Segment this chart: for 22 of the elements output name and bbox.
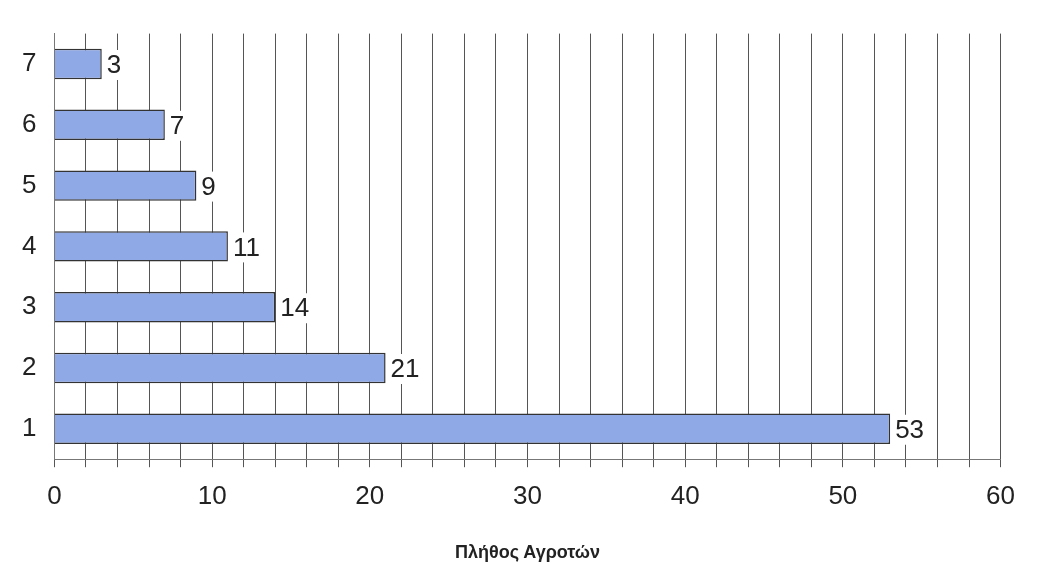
data-label: 3 xyxy=(106,49,122,80)
x-axis-title: Πλήθος Αγροτών xyxy=(454,542,601,563)
x-tick-label: 40 xyxy=(670,479,700,510)
x-tick-label: 10 xyxy=(197,479,227,510)
y-tick-label: 6 xyxy=(21,107,37,138)
data-label: 53 xyxy=(895,413,925,444)
data-label: 14 xyxy=(280,292,310,323)
y-tick-label: 3 xyxy=(21,290,37,321)
data-label: 11 xyxy=(232,231,260,262)
x-tick-label: 60 xyxy=(986,479,1015,510)
y-tick-label: 7 xyxy=(21,47,37,78)
x-tick-label: 20 xyxy=(355,479,385,510)
y-tick-label: 2 xyxy=(21,351,37,382)
data-label: 21 xyxy=(390,353,420,384)
y-tick-label: 1 xyxy=(21,411,37,442)
data-label: 7 xyxy=(169,109,185,140)
x-tick-label: 30 xyxy=(513,479,542,510)
y-tick-label: 5 xyxy=(21,168,37,199)
x-tick-label: 0 xyxy=(47,479,62,510)
y-tick-label: 4 xyxy=(21,229,37,260)
x-tick-label: 50 xyxy=(828,479,858,510)
data-label: 9 xyxy=(201,170,216,201)
